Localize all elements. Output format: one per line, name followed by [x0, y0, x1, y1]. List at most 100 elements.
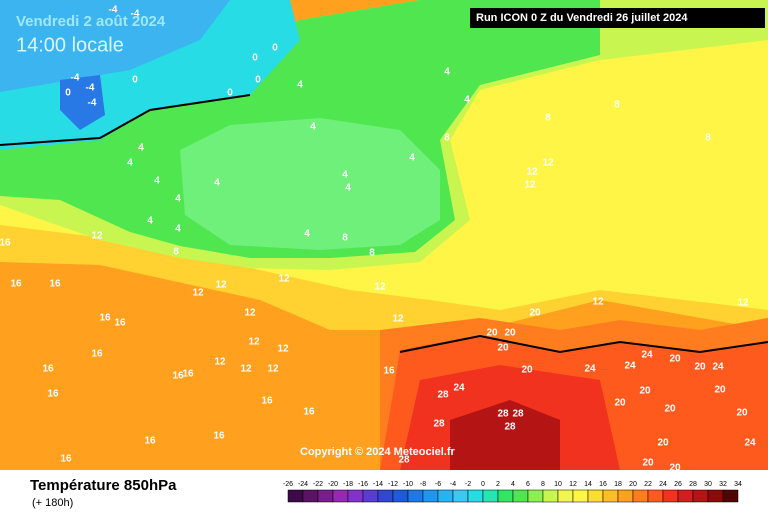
contour-label: 20: [642, 458, 654, 469]
valid-date: Vendredi 2 août 2024: [16, 13, 166, 30]
scale-swatch: [497, 489, 514, 503]
field-title: Température 850hPa: [30, 477, 177, 494]
contour-label: 20: [657, 438, 669, 449]
scale-label: 6: [526, 481, 530, 488]
contour-label: 20: [669, 354, 681, 365]
scale-swatch: [602, 489, 619, 503]
contour-label: 28: [437, 390, 449, 401]
scale-label: -10: [403, 481, 413, 488]
contour-label: 12: [524, 180, 536, 191]
contour-label: 8: [369, 248, 375, 259]
scale-label: -20: [328, 481, 338, 488]
scale-swatch: [587, 489, 604, 503]
scale-swatch: [302, 489, 319, 503]
scale-swatch: [407, 489, 424, 503]
contour-label: 16: [383, 366, 395, 377]
scale-label: 10: [554, 481, 562, 488]
contour-label: 16: [91, 349, 103, 360]
contour-label: 16: [42, 364, 54, 375]
contour-label: 8: [705, 133, 711, 144]
contour-label: 24: [744, 438, 756, 449]
scale-swatch: [527, 489, 544, 503]
temperature-field: [0, 0, 768, 470]
contour-label: 20: [497, 343, 509, 354]
scale-swatch: [617, 489, 634, 503]
scale-label: 16: [599, 481, 607, 488]
contour-label: 16: [0, 238, 11, 249]
contour-label: 4: [138, 143, 144, 154]
contour-label: 4: [409, 153, 415, 164]
contour-label: 8: [342, 233, 348, 244]
scale-label: -26: [283, 481, 293, 488]
contour-label: 16: [303, 407, 315, 418]
contour-label: 16: [99, 313, 111, 324]
contour-label: 4: [214, 178, 220, 189]
contour-label: 20: [614, 398, 626, 409]
contour-label: 12: [277, 344, 289, 355]
contour-label: 12: [192, 288, 204, 299]
contour-label: 4: [175, 194, 181, 205]
contour-label: 8: [444, 133, 450, 144]
scale-label: 18: [614, 481, 622, 488]
scale-swatch: [647, 489, 664, 503]
contour-label: 4: [444, 67, 450, 78]
scale-label: -12: [388, 481, 398, 488]
scale-swatch: [512, 489, 529, 503]
contour-label: 20: [736, 408, 748, 419]
scale-swatch: [542, 489, 559, 503]
contour-label: 4: [310, 122, 316, 133]
scale-swatch: [332, 489, 349, 503]
contour-label: 4: [175, 224, 181, 235]
scale-swatch: [392, 489, 409, 503]
contour-label: -4: [88, 98, 97, 109]
scale-label: 8: [541, 481, 545, 488]
scale-label: -16: [358, 481, 368, 488]
scale-swatch: [572, 489, 589, 503]
scale-label: 2: [496, 481, 500, 488]
contour-label: 12: [214, 357, 226, 368]
contour-label: 4: [297, 80, 303, 91]
contour-label: 12: [392, 314, 404, 325]
contour-label: 12: [592, 297, 604, 308]
scale-label: -2: [465, 481, 471, 488]
contour-label: 24: [712, 362, 724, 373]
contour-label: 12: [374, 282, 386, 293]
run-box: [470, 8, 765, 28]
scale-label: 32: [719, 481, 727, 488]
contour-label: 16: [172, 371, 184, 382]
contour-label: 28: [497, 409, 509, 420]
contour-label: 20: [639, 386, 651, 397]
scale-swatch: [422, 489, 439, 503]
scale-label: -22: [313, 481, 323, 488]
contour-label: 0: [227, 88, 233, 99]
contour-label: 12: [91, 231, 103, 242]
contour-label: 12: [526, 167, 538, 178]
contour-label: 12: [737, 298, 749, 309]
scale-swatch: [632, 489, 649, 503]
contour-label: 4: [147, 216, 153, 227]
copyright: Copyright © 2024 Meteociel.fr: [300, 446, 456, 458]
scale-label: 14: [584, 481, 592, 488]
scale-swatch: [347, 489, 364, 503]
scale-swatch: [662, 489, 679, 503]
contour-label: 8: [173, 247, 179, 258]
scale-swatch: [452, 489, 469, 503]
scale-swatch: [677, 489, 694, 503]
contour-label: 24: [641, 350, 653, 361]
contour-label: 20: [664, 404, 676, 415]
contour-label: 4: [464, 95, 470, 106]
scale-label: -4: [450, 481, 456, 488]
scale-label: -6: [435, 481, 441, 488]
scale-swatch: [707, 489, 724, 503]
scale-swatch: [437, 489, 454, 503]
contour-label: 16: [49, 279, 61, 290]
contour-label: 4: [154, 176, 160, 187]
valid-time: 14:00 locale: [16, 34, 124, 56]
contour-label: 4: [342, 170, 348, 181]
contour-label: 4: [304, 229, 310, 240]
contour-label: 28: [504, 422, 516, 433]
scale-swatch: [482, 489, 499, 503]
contour-label: -4: [86, 83, 95, 94]
